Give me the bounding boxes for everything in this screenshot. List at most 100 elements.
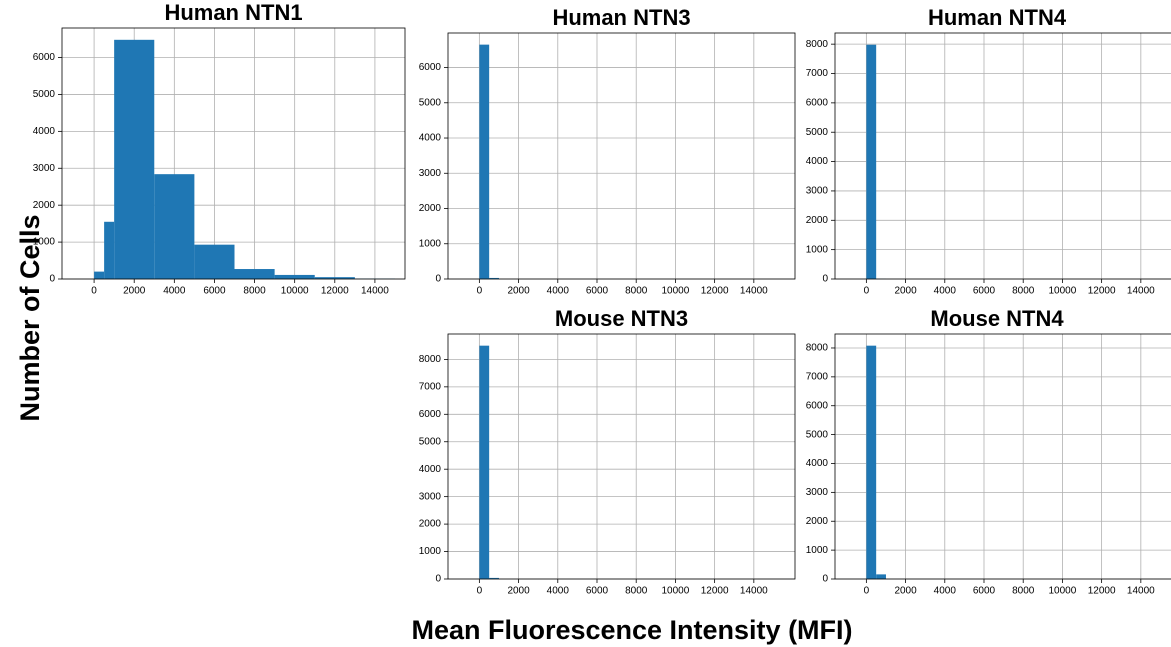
y-tick-label: 7000 (806, 371, 829, 382)
bar (479, 345, 490, 579)
y-tick-label: 6000 (806, 98, 829, 109)
plot-frame (447, 32, 796, 280)
y-tick-label: 2000 (419, 203, 442, 214)
panel: 0 2000 4000 6000 8000 10000 12000 14000 0 1000 200… (419, 306, 796, 597)
x-tick-label: 10000 (1049, 586, 1077, 597)
x-tick-label: 6000 (973, 286, 996, 297)
x-tick-label: 8000 (1012, 586, 1035, 597)
y-tick-label: 6000 (419, 409, 442, 420)
y-tick-label: 0 (822, 574, 828, 585)
chart-title: Human NTN4 (928, 5, 1067, 30)
plot-background (835, 334, 1171, 579)
x-tick-label: 10000 (1049, 286, 1077, 297)
chart-title: Human NTN1 (164, 0, 302, 25)
x-tick-label: 0 (477, 586, 483, 597)
x-tick-label: 2000 (507, 586, 530, 597)
y-tick-label: 3000 (806, 186, 829, 197)
x-tick-label: 6000 (203, 286, 226, 297)
y-tick-label: 1000 (419, 238, 442, 249)
y-tick-label: 1000 (33, 237, 56, 248)
x-tick-label: 6000 (586, 286, 609, 297)
y-tick-label: 5000 (806, 429, 829, 440)
x-tick-label: 0 (864, 586, 870, 597)
bar (479, 44, 490, 279)
panel: 0 2000 4000 6000 8000 10000 12000 14000 0 1000 200… (33, 0, 406, 297)
x-tick-label: 10000 (662, 586, 690, 597)
x-tick-label: 14000 (1127, 586, 1155, 597)
y-tick-label: 2000 (806, 516, 829, 527)
y-tick-label: 4000 (806, 156, 829, 167)
y-tick-label: 0 (49, 274, 55, 285)
x-tick-label: 14000 (740, 286, 768, 297)
y-tick-label: 1000 (806, 545, 829, 556)
x-tick-label: 12000 (1088, 586, 1116, 597)
y-tick-label: 4000 (419, 133, 442, 144)
y-tick-label: 8000 (419, 354, 442, 365)
y-tick-label: 2000 (419, 519, 442, 530)
bar (154, 174, 195, 279)
x-tick-label: 8000 (243, 286, 266, 297)
y-tick-label: 0 (435, 274, 441, 285)
y-tick-label: 5000 (419, 436, 442, 447)
x-tick-label: 2000 (507, 286, 530, 297)
bar (274, 274, 315, 279)
x-tick-label: 12000 (701, 286, 729, 297)
x-tick-label: 4000 (934, 286, 957, 297)
plot-background (835, 33, 1171, 279)
y-tick-label: 1000 (806, 244, 829, 255)
x-axis-label: Mean Fluorescence Intensity (MFI) (411, 615, 852, 645)
bar (866, 345, 877, 579)
x-tick-label: 4000 (547, 586, 570, 597)
x-tick-label: 0 (91, 286, 97, 297)
panel: 0 2000 4000 6000 8000 10000 12000 14000 0 1000 200… (806, 5, 1171, 297)
y-tick-label: 3000 (419, 491, 442, 502)
y-tick-label: 3000 (806, 487, 829, 498)
bar (314, 277, 355, 279)
y-tick-label: 4000 (806, 458, 829, 469)
y-tick-label: 2000 (33, 200, 56, 211)
x-tick-label: 0 (477, 286, 483, 297)
x-tick-label: 14000 (361, 286, 389, 297)
x-tick-label: 6000 (586, 586, 609, 597)
bar (489, 577, 499, 579)
x-tick-label: 12000 (1088, 286, 1116, 297)
chart-title: Mouse NTN3 (555, 306, 688, 331)
bar (94, 271, 105, 279)
x-tick-label: 14000 (1127, 286, 1155, 297)
x-tick-label: 4000 (163, 286, 186, 297)
x-tick-label: 4000 (547, 286, 570, 297)
y-tick-label: 7000 (419, 381, 442, 392)
x-tick-label: 8000 (625, 586, 648, 597)
y-tick-label: 5000 (33, 89, 56, 100)
y-tick-label: 5000 (419, 97, 442, 108)
bar (234, 269, 275, 279)
plot-background (448, 33, 795, 279)
bar (104, 221, 115, 279)
bar (866, 44, 877, 279)
x-tick-label: 2000 (123, 286, 146, 297)
chart-title: Human NTN3 (552, 5, 690, 30)
y-tick-label: 5000 (806, 127, 829, 138)
plot-background (448, 334, 795, 579)
y-tick-label: 8000 (806, 343, 829, 354)
x-tick-label: 0 (864, 286, 870, 297)
x-tick-label: 4000 (934, 586, 957, 597)
bar (114, 39, 155, 279)
plot-frame (834, 32, 1171, 280)
y-tick-label: 3000 (419, 168, 442, 179)
y-tick-label: 7000 (806, 68, 829, 79)
x-tick-label: 14000 (740, 586, 768, 597)
plot-frame (447, 333, 796, 580)
bar (194, 244, 235, 279)
x-tick-label: 6000 (973, 586, 996, 597)
x-tick-label: 8000 (625, 286, 648, 297)
y-tick-label: 6000 (419, 62, 442, 73)
y-tick-label: 6000 (33, 52, 56, 63)
y-tick-label: 2000 (806, 215, 829, 226)
x-tick-label: 10000 (662, 286, 690, 297)
y-axis-label: Number of Cells (15, 214, 45, 421)
y-tick-label: 3000 (33, 163, 56, 174)
bar (876, 574, 886, 579)
